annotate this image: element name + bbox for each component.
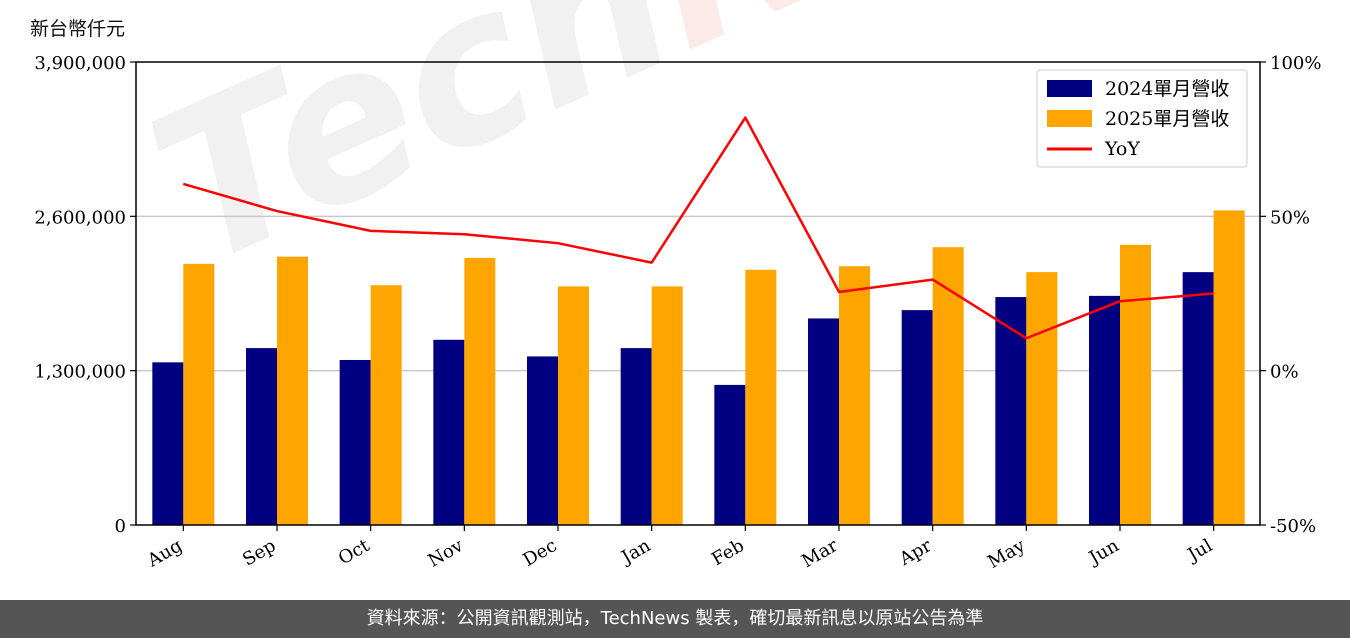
y-left-tick-label: 3,900,000 [34, 53, 126, 74]
bar-2025-dec [558, 286, 589, 525]
legend-swatch-1 [1047, 110, 1092, 127]
y-right-tick-label: 0% [1270, 362, 1299, 383]
bar-2025-jul [1213, 210, 1245, 525]
x-tick-label-may: May [984, 535, 1029, 573]
bar-2024-oct [339, 359, 371, 525]
y-right-tick-label: 100% [1270, 53, 1321, 74]
legend-label-0: 2024單月營收 [1105, 78, 1229, 100]
bar-2025-nov [464, 257, 496, 525]
bar-2025-feb [745, 269, 777, 525]
source-footer: 資料來源：公開資訊觀測站，TechNews 製表，確切最新訊息以原站公告為準 [0, 600, 1350, 638]
x-tick-label-mar: Mar [798, 535, 842, 572]
bar-2025-jun [1120, 244, 1151, 526]
legend-label-2: YoY [1104, 138, 1140, 160]
y-left-tick-label: 2,600,000 [34, 207, 126, 228]
x-tick-label-dec: Dec [520, 535, 561, 571]
legend-label-1: 2025單月營收 [1105, 108, 1229, 130]
bar-2025-aug [183, 263, 215, 525]
bar-2024-mar [808, 318, 839, 525]
legend-swatch-0 [1047, 80, 1092, 97]
bar-2025-apr [932, 247, 964, 525]
x-tick-label-sep: Sep [239, 535, 279, 570]
bar-2025-mar [839, 266, 870, 525]
bar-2024-dec [527, 356, 558, 525]
y-left-tick-label: 1,300,000 [34, 362, 126, 383]
revenue-chart: 0 1,300,000 2,600,000 3,900,000 -50% 0% 50% 100… [34, 53, 1321, 573]
bar-2024-sep [246, 348, 277, 525]
y-left-tick-label: 0 [115, 516, 126, 537]
bar-2024-may [995, 297, 1027, 525]
x-tick-label-jan: Jan [616, 535, 654, 569]
x-tick-label-aug: Aug [143, 535, 186, 572]
bar-2024-aug [152, 362, 184, 525]
y-right-tick-label: 50% [1270, 207, 1310, 228]
bar-2025-may [1026, 272, 1058, 525]
x-tick-label-oct: Oct [335, 535, 374, 570]
bar-2024-apr [901, 310, 933, 525]
bar-2025-sep [277, 256, 308, 525]
bar-2025-jan [651, 286, 683, 525]
yoy-line [182, 116, 1214, 340]
bar-2024-jun [1089, 295, 1120, 525]
x-tick-label-nov: Nov [424, 535, 467, 572]
x-tick-label-jun: Jun [1084, 535, 1123, 570]
bar-2024-feb [714, 384, 746, 525]
y-right-tick-label: -50% [1270, 516, 1316, 537]
bar-2025-oct [370, 285, 402, 525]
y-axis-unit-label: 新台幣仟元 [30, 18, 126, 40]
x-tick-label-apr: Apr [895, 535, 935, 570]
x-tick-label-feb: Feb [708, 535, 748, 570]
bar-2024-jan [620, 348, 652, 525]
x-tick-label-jul: Jul [1183, 535, 1217, 567]
plot-frame [135, 61, 1261, 526]
bar-2024-nov [433, 339, 465, 525]
bar-2024-jul [1182, 272, 1214, 525]
